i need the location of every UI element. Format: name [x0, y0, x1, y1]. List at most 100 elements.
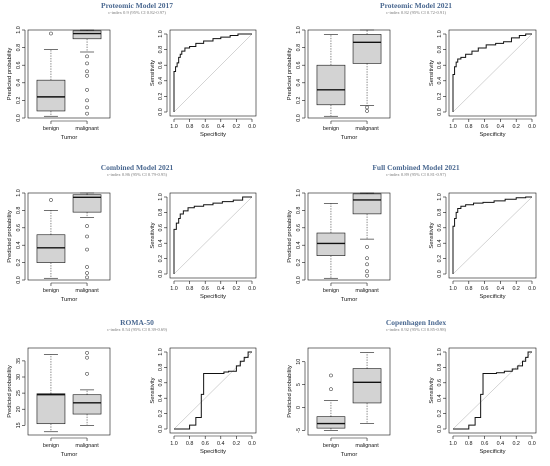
x-tick-label: 0.8 — [465, 286, 473, 292]
y-tick-label: 0.8 — [437, 364, 443, 372]
x-tick-label: 0.2 — [233, 286, 241, 292]
reference-diagonal — [452, 351, 533, 430]
y-axis-label: Predicted probability — [287, 210, 293, 263]
box-group-malignant — [72, 350, 102, 426]
x-tick-label: 0.8 — [186, 124, 194, 130]
y-tick-label: 1.0 — [437, 30, 443, 38]
box — [72, 30, 102, 40]
y-tick-label: 0.2 — [437, 410, 443, 418]
y-tick-label: 0.0 — [437, 425, 443, 433]
x-tick-label: 0.6 — [201, 124, 209, 130]
y-tick-label: 20 — [16, 406, 22, 412]
x-axis-label: Specificity — [479, 449, 505, 455]
x-tick-label: 0.6 — [481, 124, 489, 130]
plot-frame — [27, 29, 111, 119]
x-axis-label: Specificity — [200, 294, 226, 300]
y-tick-label: 1.0 — [158, 193, 164, 201]
roc-curve — [173, 33, 252, 112]
y-tick-label: 0.0 — [296, 276, 302, 284]
y-tick-label: 0.8 — [16, 207, 22, 215]
y-tick-label: 0.6 — [296, 61, 302, 69]
y-tick-label: 0.0 — [437, 270, 443, 278]
box — [352, 368, 382, 404]
x-tick-label: 0.6 — [481, 441, 489, 447]
x-tick-label: 0.4 — [497, 286, 505, 292]
outlier-point — [85, 54, 89, 59]
box — [72, 194, 102, 213]
outlier-point — [365, 105, 369, 110]
roc-curve — [452, 33, 532, 112]
reference-diagonal — [173, 196, 253, 275]
y-tick-label: 0.8 — [437, 46, 443, 54]
x-tick-label: malignant — [355, 288, 379, 294]
x-axis-label: Specificity — [200, 132, 226, 138]
x-tick-label: 0.0 — [248, 441, 256, 447]
roc-curve — [173, 196, 252, 274]
reference-diagonal — [452, 196, 533, 275]
y-tick-label: 1.0 — [296, 26, 302, 34]
x-tick-label: 0.0 — [248, 124, 256, 130]
y-axis-label: Sensitivity — [429, 377, 435, 403]
y-axis-label: Sensitivity — [150, 377, 156, 403]
x-axis-label: Tumor — [341, 297, 358, 303]
outlier-point — [365, 256, 369, 261]
plot-frame — [27, 192, 111, 281]
x-tick-label: 0.4 — [217, 124, 225, 130]
y-tick-label: 0.4 — [296, 79, 302, 87]
y-tick-label: 0.8 — [296, 44, 302, 52]
y-tick-label: 0.2 — [16, 259, 22, 267]
x-tick-label: 1.0 — [170, 441, 178, 447]
x-tick-label: 0.0 — [528, 441, 536, 447]
x-tick-label: malignant — [75, 288, 99, 294]
box — [36, 79, 66, 112]
y-tick-label: 0.8 — [437, 209, 443, 217]
y-tick-label: 0.2 — [437, 93, 443, 101]
plot-frame — [307, 29, 391, 119]
x-tick-label: 1.0 — [170, 124, 178, 130]
box-group-malignant — [72, 192, 102, 280]
box — [36, 234, 66, 263]
y-axis-label: Predicted probability — [7, 48, 13, 101]
box — [36, 393, 66, 425]
y-tick-label: 0.2 — [437, 255, 443, 263]
box-group-benign — [36, 198, 66, 279]
y-tick-label: 0.6 — [158, 379, 164, 387]
x-tick-label: 1.0 — [449, 124, 457, 130]
x-tick-label: benign — [43, 443, 59, 449]
y-tick-label: 0.4 — [296, 241, 302, 249]
y-tick-label: 15 — [16, 422, 22, 428]
y-tick-label: 0.2 — [296, 259, 302, 267]
y-tick-label: 0.0 — [296, 114, 302, 122]
outlier-point — [85, 371, 89, 376]
panel-subtitle: c-index 0.82 (95% CI 0.72-0.91) — [386, 10, 447, 15]
y-tick-label: 0.0 — [16, 276, 22, 284]
y-tick-label: -5 — [296, 428, 302, 433]
reference-diagonal — [173, 351, 253, 430]
roc-plot: 1.0 0.8 0.6 0.4 0.2 0.0 Specificity 0.0 0.2 0.4 0.… — [429, 192, 537, 300]
y-tick-label: 1.0 — [16, 189, 22, 197]
box — [316, 232, 346, 256]
box-group-malignant — [352, 352, 382, 424]
outlier-point — [365, 262, 369, 267]
x-tick-label: 0.8 — [465, 124, 473, 130]
x-tick-label: 0.8 — [186, 286, 194, 292]
x-tick-label: 0.6 — [201, 441, 209, 447]
y-tick-label: 0 — [296, 406, 302, 409]
x-axis-label: Specificity — [479, 294, 505, 300]
outlier-point — [85, 105, 89, 110]
box-group-benign — [36, 31, 66, 117]
x-tick-label: 0.4 — [497, 124, 505, 130]
x-tick-label: benign — [323, 443, 339, 449]
y-axis-label: Sensitivity — [150, 60, 156, 86]
y-axis-label: Predicted probability — [7, 210, 13, 263]
plot-frame — [307, 347, 391, 436]
y-tick-label: 35 — [16, 358, 22, 364]
x-tick-label: 0.0 — [528, 286, 536, 292]
panel-title: Combined Model 2021 — [101, 163, 174, 172]
outlier-point — [365, 273, 369, 278]
y-tick-label: 0.2 — [296, 97, 302, 105]
y-axis-label: Predicted probability — [7, 365, 13, 418]
y-tick-label: 25 — [16, 390, 22, 396]
